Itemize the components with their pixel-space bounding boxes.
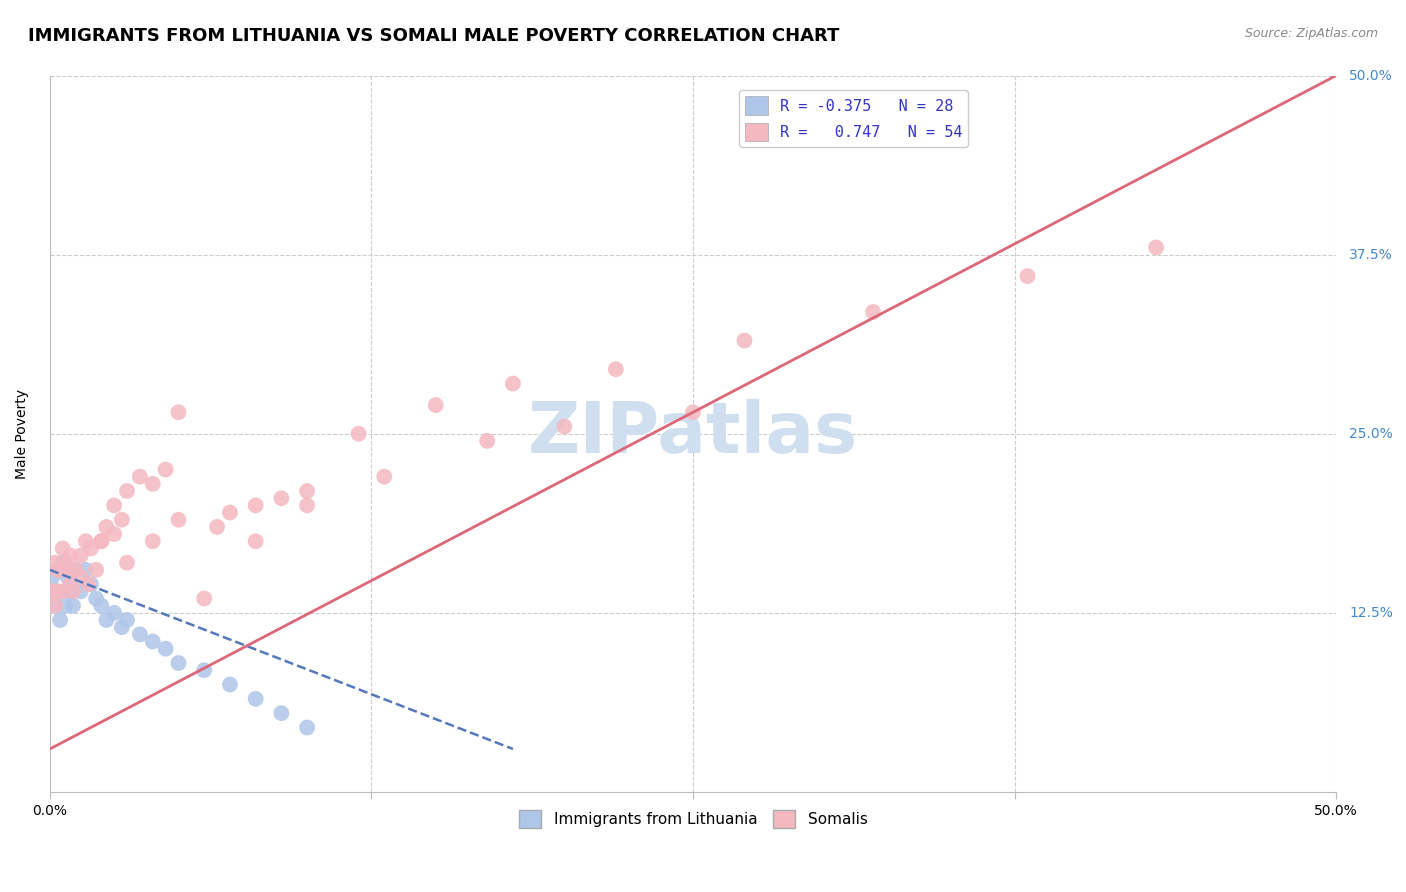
Point <box>96 613 118 627</box>
Point <box>155 462 177 476</box>
Point <box>295 499 318 513</box>
Point <box>96 520 118 534</box>
Point <box>734 334 756 348</box>
Text: ZIPatlas: ZIPatlas <box>529 400 858 468</box>
Point <box>295 721 318 735</box>
Point <box>862 305 884 319</box>
Point <box>142 634 165 648</box>
Point <box>111 513 134 527</box>
Point <box>65 563 87 577</box>
Point <box>128 627 150 641</box>
Point <box>245 499 267 513</box>
Point <box>49 563 72 577</box>
Point <box>65 563 87 577</box>
Point <box>167 405 190 419</box>
Point <box>53 599 76 613</box>
Point <box>155 641 177 656</box>
Point <box>49 613 72 627</box>
Text: 37.5%: 37.5% <box>1350 248 1393 261</box>
Point <box>295 484 318 499</box>
Text: IMMIGRANTS FROM LITHUANIA VS SOMALI MALE POVERTY CORRELATION CHART: IMMIGRANTS FROM LITHUANIA VS SOMALI MALE… <box>28 27 839 45</box>
Point <box>59 577 82 591</box>
Point <box>347 426 370 441</box>
Point <box>56 563 79 577</box>
Point <box>682 405 704 419</box>
Point <box>1144 240 1167 254</box>
Point <box>205 520 228 534</box>
Point <box>245 691 267 706</box>
Point <box>46 584 69 599</box>
Point <box>52 541 75 556</box>
Point <box>41 584 63 599</box>
Point <box>56 570 79 584</box>
Text: 12.5%: 12.5% <box>1350 606 1393 620</box>
Point <box>128 469 150 483</box>
Point <box>111 620 134 634</box>
Point <box>62 584 84 599</box>
Text: Source: ZipAtlas.com: Source: ZipAtlas.com <box>1244 27 1378 40</box>
Point <box>425 398 447 412</box>
Point <box>59 549 82 563</box>
Point <box>52 584 75 599</box>
Point <box>103 527 125 541</box>
Point <box>53 556 76 570</box>
Point <box>219 677 242 691</box>
Legend: Immigrants from Lithuania, Somalis: Immigrants from Lithuania, Somalis <box>512 804 873 835</box>
Point <box>193 591 215 606</box>
Point <box>219 506 242 520</box>
Point <box>69 549 91 563</box>
Point <box>69 584 91 599</box>
Point <box>103 499 125 513</box>
Point <box>46 563 69 577</box>
Text: 50.0%: 50.0% <box>1350 69 1393 83</box>
Point <box>270 706 292 720</box>
Point <box>90 599 112 613</box>
Point <box>115 613 138 627</box>
Point <box>477 434 499 448</box>
Point <box>75 534 97 549</box>
Point <box>270 491 292 506</box>
Point <box>90 534 112 549</box>
Point <box>62 599 84 613</box>
Point <box>103 606 125 620</box>
Point <box>193 663 215 677</box>
Point <box>84 591 107 606</box>
Point <box>80 577 103 591</box>
Point <box>84 563 107 577</box>
Point <box>52 556 75 570</box>
Point <box>142 534 165 549</box>
Point <box>115 556 138 570</box>
Point <box>90 534 112 549</box>
Point <box>44 599 66 613</box>
Text: 25.0%: 25.0% <box>1350 426 1393 441</box>
Point <box>142 476 165 491</box>
Point <box>605 362 627 376</box>
Point <box>41 570 63 584</box>
Point <box>59 584 82 599</box>
Point <box>77 577 100 591</box>
Point <box>373 469 395 483</box>
Point <box>553 419 575 434</box>
Point <box>502 376 524 391</box>
Y-axis label: Male Poverty: Male Poverty <box>15 389 30 479</box>
Point <box>46 584 69 599</box>
Point <box>167 513 190 527</box>
Point <box>75 563 97 577</box>
Point <box>1017 269 1039 284</box>
Point <box>245 534 267 549</box>
Point <box>80 541 103 556</box>
Point <box>44 556 66 570</box>
Point <box>69 570 91 584</box>
Point <box>167 656 190 670</box>
Point <box>115 484 138 499</box>
Point <box>44 599 66 613</box>
